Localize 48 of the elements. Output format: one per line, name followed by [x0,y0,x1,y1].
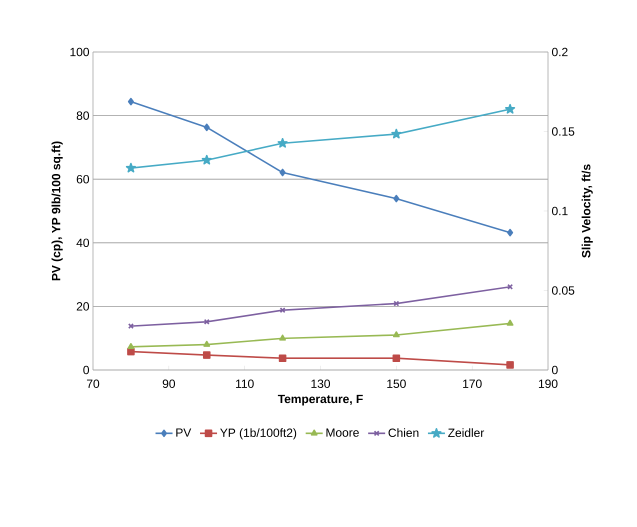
y2-tick-label: 0.2 [552,48,568,56]
point [126,162,136,172]
legend-label: Moore [326,428,359,437]
point [506,320,514,326]
point [392,331,400,338]
y-tick-label: 100 [70,48,90,56]
point [202,154,212,165]
y-tick-label: 20 [76,302,90,311]
x-tick-label: 190 [538,380,558,388]
y2-axis-title: Slip Velocity, ft/s [582,164,593,258]
point [280,168,286,176]
point [280,307,286,314]
point [278,354,286,362]
point [128,98,134,106]
point [278,138,288,148]
legend-label: PV [176,428,192,437]
y2-tick-label: 0.1 [552,206,568,216]
point [393,194,400,202]
x-tick-label: 170 [463,380,482,388]
point [204,124,210,132]
legend-label: YP (1b/100ft2) [220,428,296,440]
x-tick-label: 110 [236,380,254,388]
point [204,318,210,325]
point [202,351,211,359]
y2-tick-label: 0.15 [552,127,574,136]
x-tick-label: 130 [311,380,330,388]
x-tick-label: 70 [86,380,100,388]
y-axis-title: PV (cp), YP 9lb/100 sq.ft) [52,142,63,280]
y-tick-label: 0 [83,366,90,374]
point [507,228,514,236]
point [391,128,402,138]
point [203,340,210,347]
y-tick-label: 60 [76,174,90,184]
y2-tick-label: 0 [552,366,558,374]
x-tick-label: 150 [387,380,406,388]
point [392,354,400,362]
point [128,342,134,350]
point [505,104,516,114]
x-axis-title: Temperature, F [278,394,363,406]
point [279,334,286,341]
point [393,300,400,306]
x-tick-label: 90 [162,380,176,388]
legend-label: Zeidler [448,428,484,438]
legend-label: Chien [388,428,418,438]
point [506,361,514,369]
y2-tick-label: 0.05 [552,286,574,295]
y-tick-label: 40 [76,238,90,248]
y-tick-label: 80 [76,111,90,120]
